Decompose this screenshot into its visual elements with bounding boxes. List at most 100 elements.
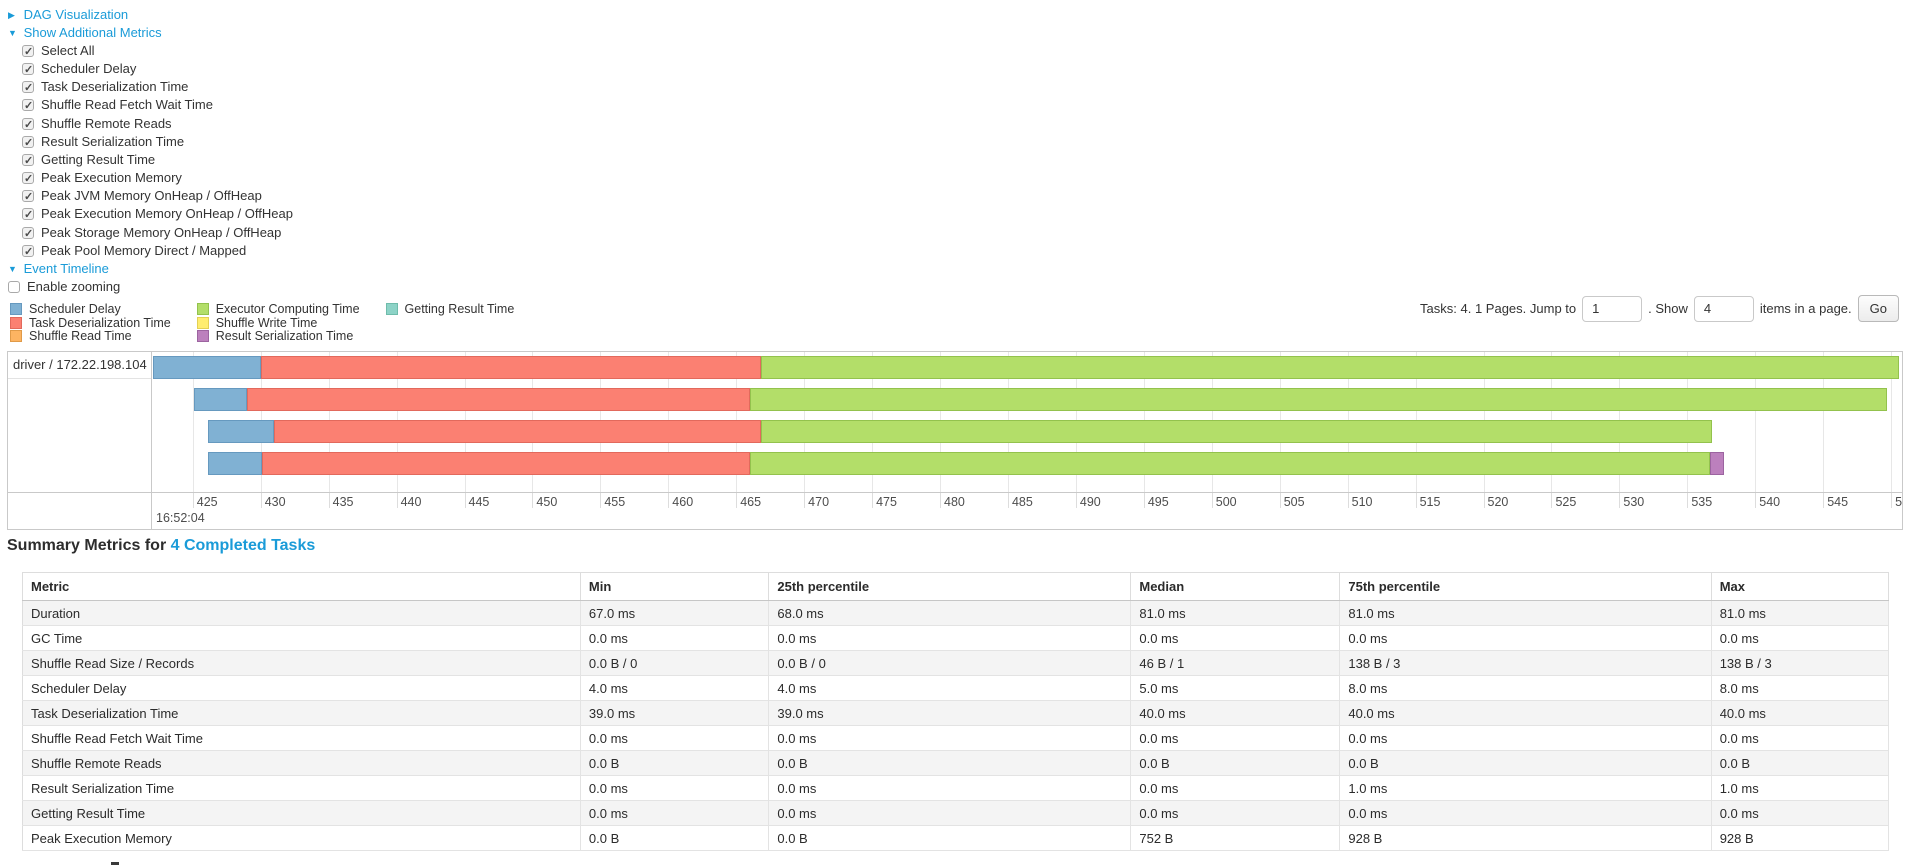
- table-row: Result Serialization Time 0.0 ms 0.0 ms 0.0…: [22, 775, 1890, 801]
- column-header: 25th percentile: [768, 572, 1132, 601]
- legend-item: Task Deserialization Time: [10, 316, 171, 331]
- metric-checkbox-label: Peak Storage Memory OnHeap / OffHeap: [41, 224, 282, 240]
- task-bar-segment-scheduler_delay: [153, 356, 261, 379]
- table-cell: 81.0 ms: [1130, 600, 1341, 626]
- task-bar-segment-scheduler_delay: [207, 452, 263, 475]
- gridline: [1823, 352, 1825, 492]
- go-button[interactable]: Go: [1857, 295, 1899, 322]
- table-cell: 0.0 ms: [579, 800, 770, 826]
- metric-checkbox-label: Task Deserialization Time: [41, 79, 189, 95]
- table-cell: 81.0 ms: [1339, 600, 1712, 626]
- axis-tick-label: 535: [1691, 495, 1713, 509]
- metric-checkbox-label: Peak Execution Memory: [41, 170, 182, 186]
- timeline-group-label: driver / 172.22.198.104: [13, 357, 147, 372]
- axis-tick: [872, 493, 874, 508]
- scheduler_delay-swatch-icon: [10, 303, 22, 315]
- checkbox-icon[interactable]: [22, 225, 34, 243]
- table-cell: 4.0 ms: [768, 675, 1132, 701]
- checkbox-icon[interactable]: [22, 61, 34, 79]
- event-timeline-toggle[interactable]: ▼ Event Timeline: [8, 260, 293, 278]
- expanded-arrow-icon: ▼: [8, 28, 17, 38]
- metric-checkbox-row: Peak Pool Memory Direct / Mapped: [22, 242, 293, 261]
- table-cell: Duration: [22, 600, 581, 626]
- table-cell: Shuffle Read Fetch Wait Time: [22, 725, 581, 751]
- metric-checkbox-label: Peak Pool Memory Direct / Mapped: [41, 242, 247, 258]
- table-cell: GC Time: [22, 625, 581, 651]
- checkbox-icon[interactable]: [22, 134, 34, 152]
- axis-tick-label: 540: [1759, 495, 1781, 509]
- enable-zooming-checkbox[interactable]: [8, 280, 20, 293]
- column-header: Min: [579, 572, 770, 601]
- show-additional-metrics-toggle[interactable]: ▼ Show Additional Metrics: [8, 24, 293, 42]
- table-cell: 67.0 ms: [579, 600, 770, 626]
- checkbox-icon[interactable]: [22, 116, 34, 134]
- table-row: Getting Result Time 0.0 ms 0.0 ms 0.0 ms 0.0…: [22, 800, 1890, 826]
- dag-visualization-link[interactable]: DAG Visualization: [23, 7, 129, 22]
- axis-tick: [1075, 493, 1077, 508]
- metric-checkbox-row: Peak Storage Memory OnHeap / OffHeap: [22, 224, 293, 243]
- metric-checkbox-label: Scheduler Delay: [41, 61, 137, 77]
- table-cell: 40.0 ms: [1710, 700, 1890, 726]
- legend-item: Scheduler Delay: [10, 303, 171, 317]
- summary-heading-prefix: Summary Metrics for: [7, 537, 171, 554]
- table-cell: 0.0 B: [1130, 750, 1341, 776]
- task-bar-segment-executor_computing: [749, 452, 1711, 475]
- checkbox-icon[interactable]: [22, 170, 34, 188]
- additional-metrics-checkbox-list: Select All Scheduler Delay Task Deserializ…: [22, 42, 293, 261]
- checkbox-icon[interactable]: [22, 243, 34, 261]
- task-bar-segment-executor_computing: [760, 356, 1900, 379]
- table-row: GC Time 0.0 ms 0.0 ms 0.0 ms 0.0 ms 0.0 ms: [22, 625, 1890, 651]
- axis-tick: [396, 493, 398, 508]
- metric-checkbox-label: Peak Execution Memory OnHeap / OffHeap: [41, 206, 293, 222]
- metric-checkbox-row: Peak JVM Memory OnHeap / OffHeap: [22, 187, 293, 206]
- table-cell: 138 B / 3: [1339, 650, 1712, 676]
- event-timeline-link[interactable]: Event Timeline: [23, 260, 109, 276]
- column-header: 75th percentile: [1339, 572, 1712, 601]
- legend-item: Result Serialization Time: [196, 330, 360, 344]
- checkbox-icon[interactable]: [22, 152, 34, 170]
- checkbox-icon[interactable]: [22, 43, 34, 61]
- axis-tick-label: 530: [1623, 495, 1645, 509]
- table-cell: 0.0 ms: [1710, 800, 1890, 826]
- axis-tick-label: 460: [672, 495, 694, 509]
- table-cell: Scheduler Delay: [22, 675, 581, 701]
- show-additional-metrics-link[interactable]: Show Additional Metrics: [23, 25, 162, 40]
- items-per-page-input[interactable]: [1693, 295, 1754, 322]
- checkbox-icon[interactable]: [22, 97, 34, 115]
- axis-tick-label: 430: [264, 495, 286, 509]
- axis-tick: [1347, 493, 1349, 508]
- table-cell: 0.0 ms: [579, 775, 770, 801]
- task_deserialization-swatch-icon: [10, 316, 22, 329]
- checkbox-icon[interactable]: [22, 206, 34, 224]
- table-cell: 0.0 ms: [1339, 625, 1712, 651]
- axis-tick-label: 425: [196, 495, 218, 509]
- task-bar-segment-scheduler_delay: [194, 388, 248, 411]
- group-separator: [8, 378, 151, 379]
- axis-tick-label: 455: [604, 495, 626, 509]
- axis-tick: [1415, 493, 1417, 508]
- axis-tick: [804, 493, 806, 508]
- axis-tick-label: 525: [1555, 495, 1577, 509]
- table-cell: Result Serialization Time: [22, 775, 581, 801]
- table-cell: 0.0 B / 0: [579, 650, 770, 676]
- axis-tick: [1483, 493, 1485, 508]
- table-row: Shuffle Read Size / Records 0.0 B / 0 0.0 …: [22, 650, 1890, 676]
- shuffle_write-swatch-icon: [196, 316, 209, 329]
- table-cell: 928 B: [1339, 825, 1712, 851]
- table-row: Shuffle Read Fetch Wait Time 0.0 ms 0.0 ms…: [22, 725, 1890, 751]
- checkbox-icon[interactable]: [22, 188, 34, 206]
- metric-checkbox-row: Getting Result Time: [22, 151, 293, 170]
- jump-to-page-input[interactable]: [1582, 295, 1643, 322]
- legend-label: Shuffle Write Time: [215, 315, 318, 330]
- task-bar-segment-task_deserialization: [274, 420, 761, 443]
- checkbox-icon[interactable]: [22, 79, 34, 97]
- dag-visualization-toggle[interactable]: ▶ DAG Visualization: [8, 6, 293, 24]
- completed-tasks-link[interactable]: 4 Completed Tasks: [170, 537, 316, 554]
- axis-tick-label: 515: [1419, 495, 1441, 509]
- table-cell: 0.0 ms: [1130, 775, 1341, 801]
- metric-checkbox-label: Shuffle Remote Reads: [41, 115, 172, 131]
- table-cell: Shuffle Read Size / Records: [22, 650, 581, 676]
- table-cell: 40.0 ms: [1130, 700, 1341, 726]
- task-bar-segment-scheduler_delay: [207, 420, 275, 443]
- axis-tick: [1687, 493, 1689, 508]
